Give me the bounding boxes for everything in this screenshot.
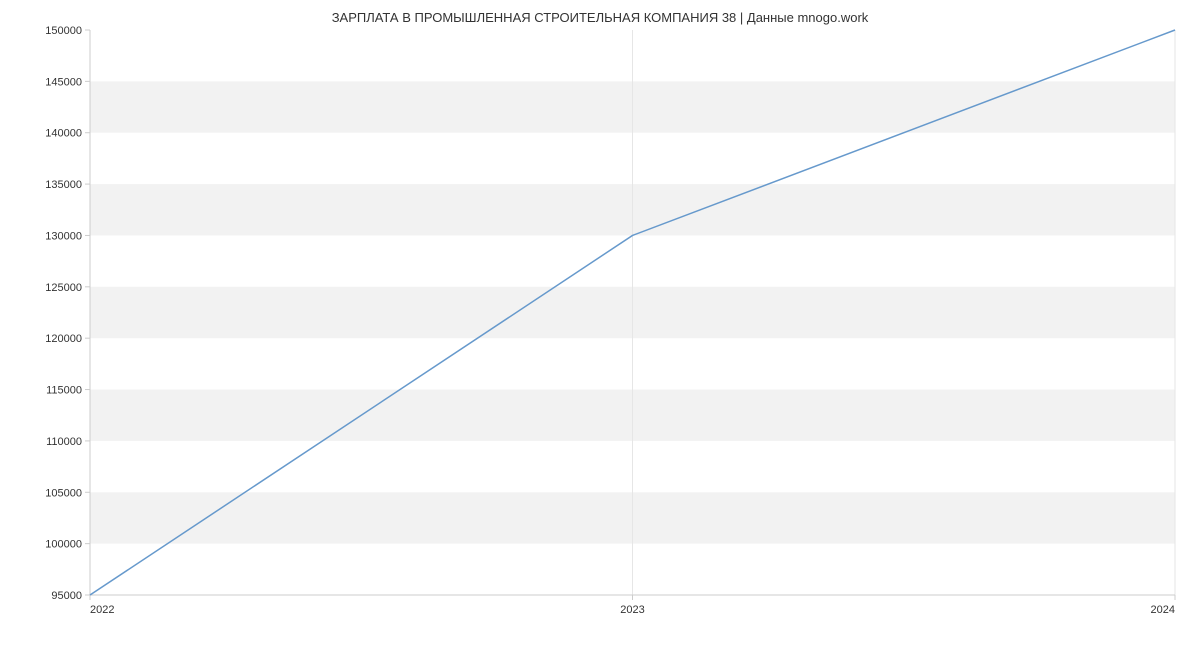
y-tick-label: 145000 bbox=[45, 76, 82, 88]
salary-line-chart: ЗАРПЛАТА В ПРОМЫШЛЕННАЯ СТРОИТЕЛЬНАЯ КОМ… bbox=[0, 0, 1200, 650]
y-tick-label: 95000 bbox=[51, 590, 82, 602]
x-tick-label: 2022 bbox=[90, 604, 114, 616]
y-tick-label: 110000 bbox=[46, 436, 82, 448]
y-tick-label: 115000 bbox=[46, 385, 82, 397]
x-tick-label: 2023 bbox=[620, 604, 644, 616]
chart-svg: 95000 100000 105000 110000 115000 120000 12500… bbox=[0, 0, 1200, 650]
y-tick-label: 100000 bbox=[45, 539, 82, 551]
y-tick-label: 130000 bbox=[45, 230, 82, 242]
y-tick-label: 135000 bbox=[45, 179, 82, 191]
x-tick-label: 2024 bbox=[1151, 604, 1175, 616]
y-tick-label: 120000 bbox=[45, 333, 82, 345]
y-tick-label: 150000 bbox=[45, 25, 82, 37]
y-tick-label: 105000 bbox=[45, 487, 82, 499]
y-tick-label: 140000 bbox=[45, 128, 82, 140]
y-tick-label: 125000 bbox=[45, 282, 82, 294]
